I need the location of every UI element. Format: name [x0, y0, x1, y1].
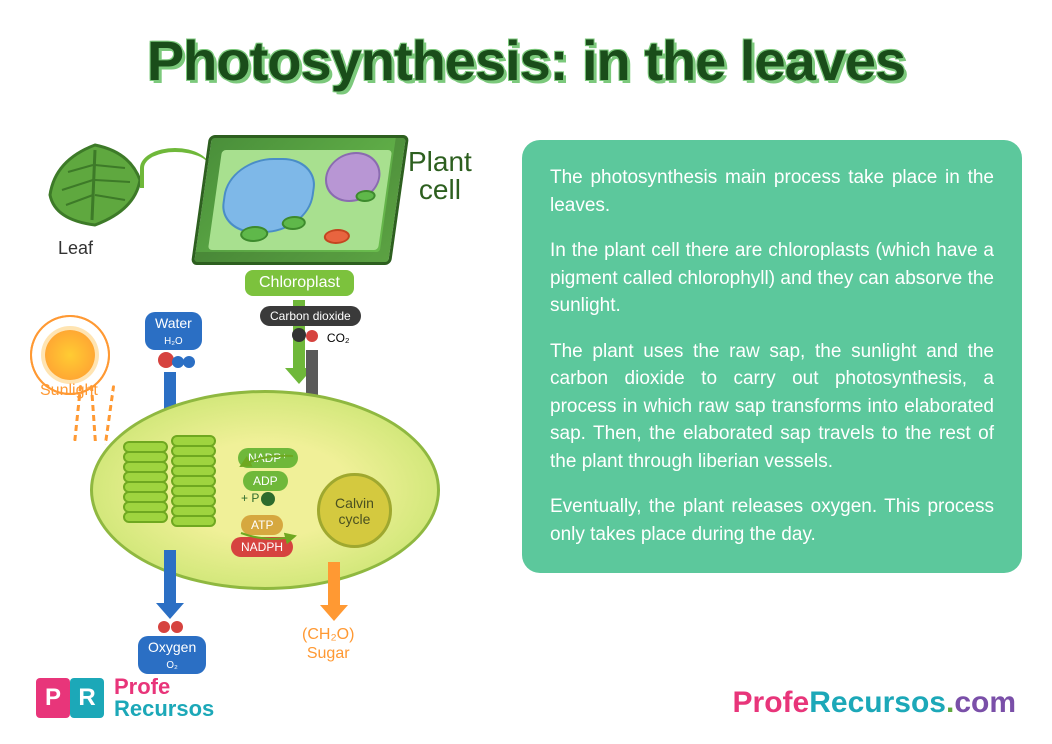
plant-cell-shape [191, 135, 409, 265]
oxygen-pill: OxygenO₂ [138, 636, 206, 674]
logo-p-icon: P [36, 678, 70, 718]
sugar-arrow [328, 562, 340, 607]
logo-r-icon: R [70, 678, 104, 718]
leaf-label: Leaf [58, 238, 93, 259]
sugar-label: (CH₂O)Sugar [302, 625, 354, 663]
co2-molecule-icon: CO₂ [292, 328, 350, 347]
leaf-to-cell-arrow [140, 148, 210, 188]
diagram: Leaf Plant cell Chloroplast Sunlight Wat… [30, 130, 500, 650]
description-panel: The photosynthesis main process take pla… [522, 140, 1022, 573]
page-title: Photosynthesis: in the leaves [0, 28, 1052, 93]
co2-pill: Carbon dioxide [260, 306, 361, 326]
plant-cell-label: Plant cell [408, 148, 472, 204]
logo-text: Profe Recursos [114, 676, 214, 720]
water-pill: WaterH₂O [145, 312, 202, 350]
description-p4: Eventually, the plant releases oxygen. T… [550, 493, 994, 548]
cycle-arrows-icon [223, 448, 333, 548]
sun-icon [45, 330, 95, 380]
leaf-icon [40, 140, 150, 230]
oxygen-arrow [164, 550, 176, 605]
logo-badge: P R [36, 678, 104, 718]
water-molecule-icon [158, 352, 195, 373]
description-p3: The plant uses the raw sap, the sunlight… [550, 338, 994, 476]
footer-logo-left: P R Profe Recursos [36, 676, 214, 720]
chloroplast-label: Chloroplast [245, 270, 354, 296]
sunlight-rays [70, 385, 120, 445]
chloroplast-cross-section: NADP⁺ ADP + P ATP NADPH Calvin cycle [90, 390, 440, 590]
description-p1: The photosynthesis main process take pla… [550, 164, 994, 219]
footer-url: ProfeRecursos.com [733, 686, 1016, 720]
description-p2: In the plant cell there are chloroplasts… [550, 237, 994, 320]
